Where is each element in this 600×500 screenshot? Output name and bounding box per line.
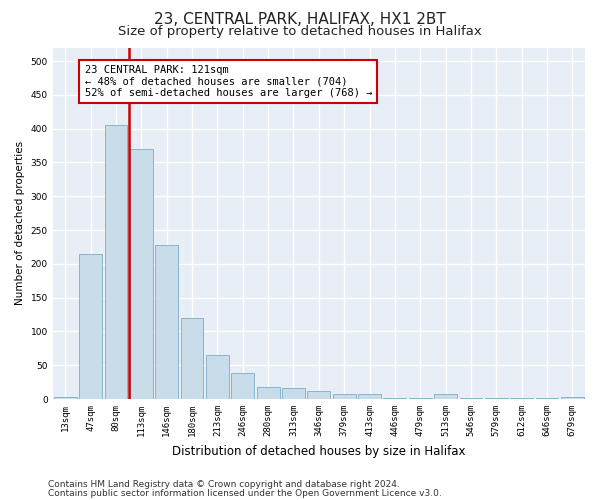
Bar [383, 398, 406, 399]
Bar [130, 149, 153, 399]
Text: 23 CENTRAL PARK: 121sqm
← 48% of detached houses are smaller (704)
52% of semi-d: 23 CENTRAL PARK: 121sqm ← 48% of detache… [85, 65, 372, 98]
Text: Contains HM Land Registry data © Crown copyright and database right 2024.: Contains HM Land Registry data © Crown c… [48, 480, 400, 489]
Bar [434, 394, 457, 399]
Bar [358, 394, 381, 399]
Bar [460, 398, 482, 399]
Bar [257, 387, 280, 399]
Y-axis label: Number of detached properties: Number of detached properties [15, 141, 25, 306]
Bar [510, 398, 533, 399]
Text: Contains public sector information licensed under the Open Government Licence v3: Contains public sector information licen… [48, 489, 442, 498]
Bar [155, 245, 178, 399]
Bar [181, 318, 203, 399]
Bar [79, 254, 102, 399]
Text: 23, CENTRAL PARK, HALIFAX, HX1 2BT: 23, CENTRAL PARK, HALIFAX, HX1 2BT [154, 12, 446, 28]
Bar [333, 394, 356, 399]
Bar [409, 398, 431, 399]
Bar [104, 125, 127, 399]
Bar [232, 374, 254, 399]
Bar [282, 388, 305, 399]
Bar [307, 391, 330, 399]
Bar [206, 355, 229, 399]
Bar [485, 398, 508, 399]
Bar [54, 397, 77, 399]
Bar [536, 398, 559, 399]
X-axis label: Distribution of detached houses by size in Halifax: Distribution of detached houses by size … [172, 444, 466, 458]
Bar [561, 397, 584, 399]
Text: Size of property relative to detached houses in Halifax: Size of property relative to detached ho… [118, 25, 482, 38]
